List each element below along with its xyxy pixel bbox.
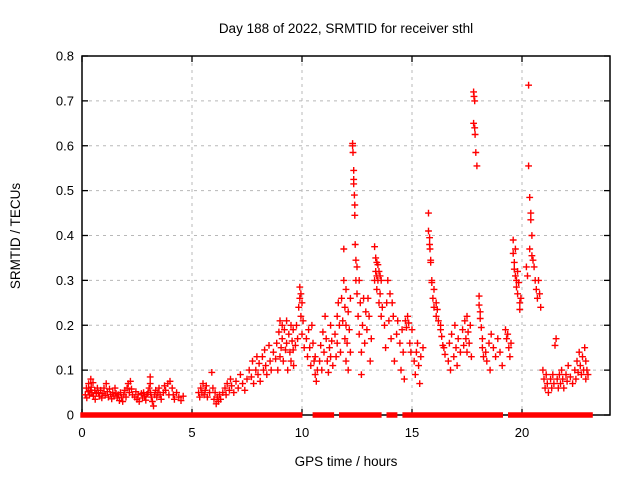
y-tick-label: 0.1 [56,363,74,378]
y-tick-label: 0 [67,408,74,423]
x-tick-label: 15 [405,425,419,440]
x-axis-label: GPS time / hours [295,454,398,469]
chart-title: Day 188 of 2022, SRMTID for receiver sth… [219,21,473,36]
y-tick-label: 0.4 [56,228,74,243]
x-tick-label: 10 [295,425,309,440]
data-layer [80,81,593,418]
y-tick-label: 0.7 [56,93,74,108]
y-tick-label: 0.8 [56,49,74,64]
zero-value-points [80,412,593,418]
tick-label-layer: 0 5 10 15 20 0 0.1 0.2 0.3 0.4 0.5 0.6 0.7 0.8 [56,49,529,441]
x-tick-label: 0 [78,425,85,440]
y-tick-label: 0.3 [56,273,74,288]
y-tick-label: 0.6 [56,138,74,153]
scatter-points [81,81,592,410]
y-axis-label: SRMTID / TECUs [8,183,23,290]
x-tick-label: 5 [188,425,195,440]
x-tick-label: 20 [515,425,529,440]
y-tick-label: 0.2 [56,318,74,333]
y-tick-label: 0.5 [56,183,74,198]
